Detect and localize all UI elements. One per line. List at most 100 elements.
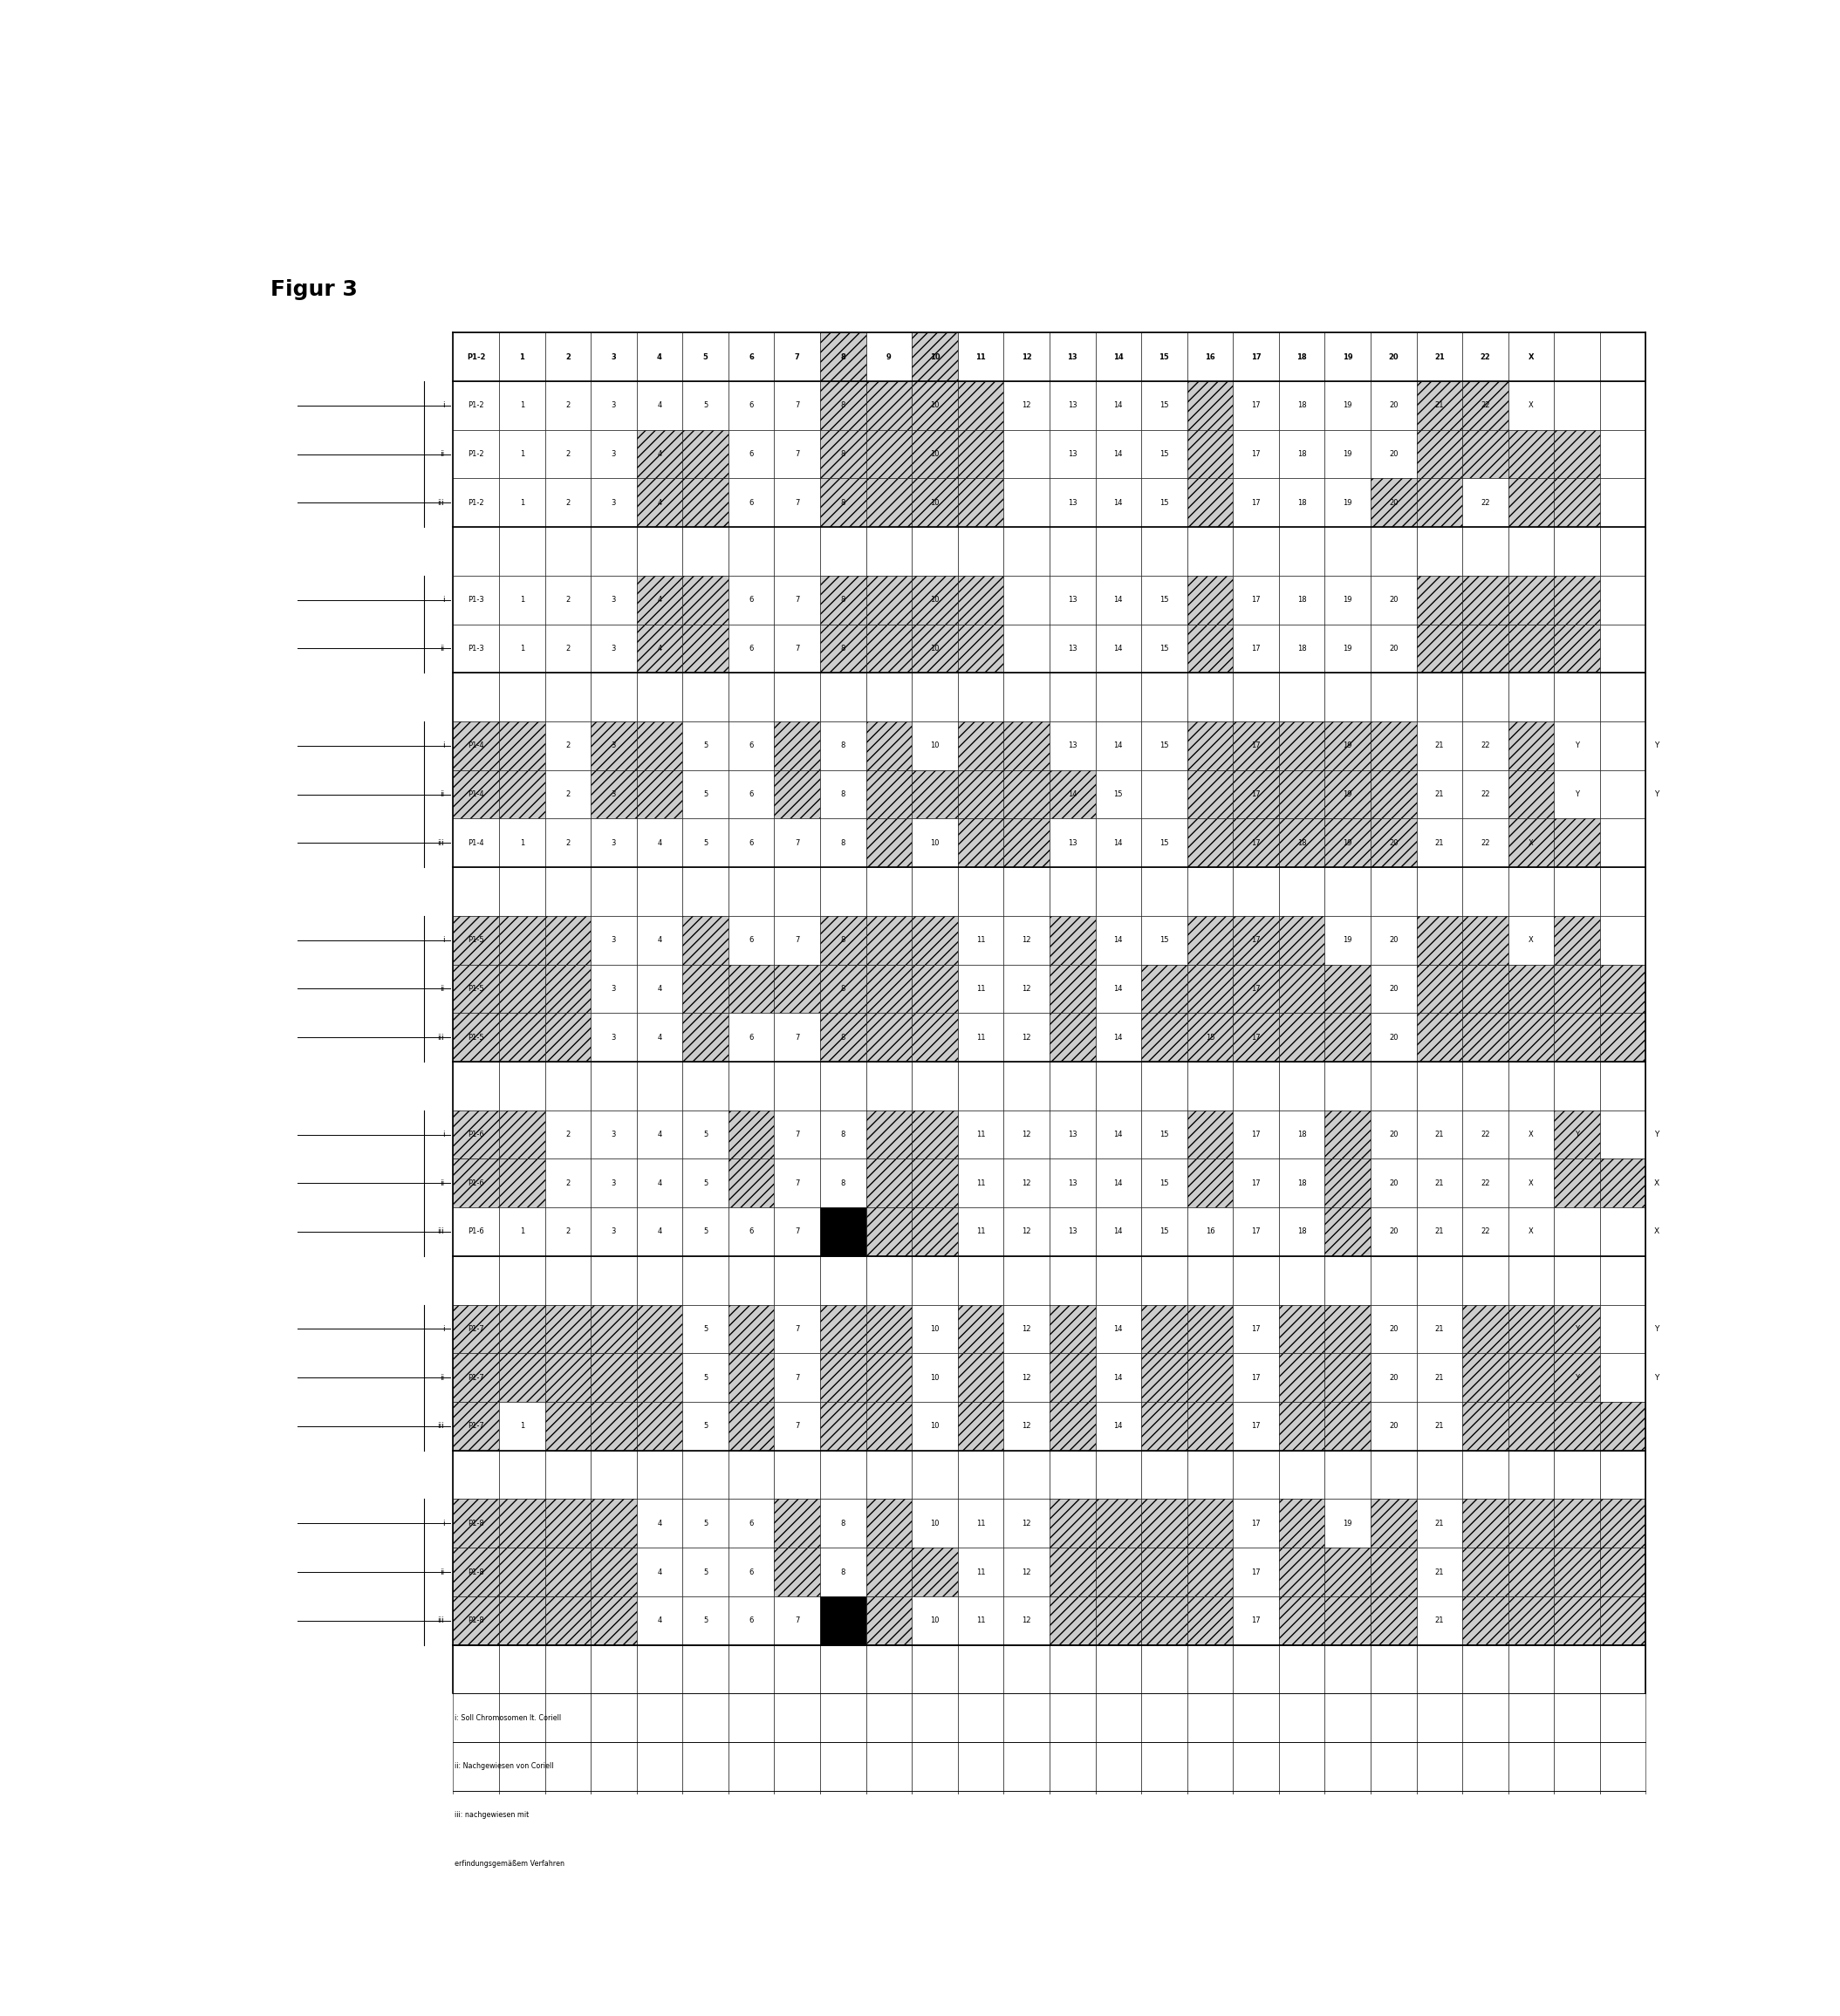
Text: 1: 1 [519, 401, 524, 409]
Bar [1049, 1401, 1095, 1450]
Text: 20: 20 [1389, 498, 1398, 506]
Text: 17: 17 [1251, 1520, 1260, 1528]
Bar [821, 964, 867, 1014]
Bar [499, 867, 545, 915]
Text: 4: 4 [657, 1520, 662, 1528]
Text: i: i [442, 401, 443, 409]
Bar [1095, 1256, 1141, 1304]
Bar [821, 1014, 867, 1062]
Text: 7: 7 [795, 645, 800, 653]
Bar [683, 1645, 729, 1693]
Bar [1325, 478, 1371, 526]
Text: 2: 2 [565, 353, 570, 361]
Bar [821, 1256, 867, 1304]
Bar [1279, 625, 1325, 673]
Bar [1095, 1597, 1141, 1645]
Bar [1049, 1353, 1095, 1401]
Bar [867, 1401, 913, 1450]
Text: 22: 22 [1479, 353, 1490, 361]
Text: 5: 5 [703, 1568, 708, 1577]
Text: 3: 3 [611, 450, 616, 458]
Text: iii: nachgewiesen mit: iii: nachgewiesen mit [454, 1810, 528, 1818]
Text: 15: 15 [1159, 935, 1168, 943]
Bar [1187, 1450, 1233, 1500]
Text: 13: 13 [1067, 597, 1076, 605]
Bar [1279, 1500, 1325, 1548]
Bar [1463, 1597, 1509, 1645]
Bar [1601, 1111, 1645, 1159]
Bar [453, 673, 499, 722]
Bar [1325, 770, 1371, 818]
Bar [1555, 1742, 1601, 1790]
Text: 3: 3 [611, 839, 616, 847]
Text: 19: 19 [1343, 839, 1352, 847]
Bar [637, 1401, 683, 1450]
Bar [637, 1790, 683, 1839]
Bar [637, 964, 683, 1014]
Bar [1049, 1111, 1095, 1159]
Bar [1095, 867, 1141, 915]
Bar [1049, 1839, 1095, 1887]
Bar [1279, 673, 1325, 722]
Bar [1417, 1353, 1463, 1401]
Bar [913, 381, 959, 429]
Text: 21: 21 [1435, 1520, 1444, 1528]
Bar [1555, 1304, 1601, 1353]
Text: Y: Y [1575, 1373, 1579, 1381]
Text: 10: 10 [931, 1520, 940, 1528]
Bar [683, 1597, 729, 1645]
Bar [1141, 1159, 1187, 1208]
Text: 10: 10 [931, 498, 940, 506]
Bar [1003, 1159, 1049, 1208]
Bar [1509, 577, 1555, 625]
Bar [1141, 915, 1187, 964]
Bar [729, 1548, 775, 1597]
Bar [959, 577, 1003, 625]
Bar [499, 1111, 545, 1159]
Text: 8: 8 [841, 742, 845, 750]
Bar [683, 1208, 729, 1256]
Bar [1555, 1014, 1601, 1062]
Bar [1141, 1111, 1187, 1159]
Text: 12: 12 [1021, 1228, 1030, 1236]
Bar [1463, 1790, 1509, 1839]
Bar [683, 625, 729, 673]
Bar [1049, 818, 1095, 867]
Bar [591, 526, 637, 577]
Text: 14: 14 [1113, 1179, 1122, 1187]
Bar [591, 1062, 637, 1111]
Bar [1509, 526, 1555, 577]
Bar [1325, 1111, 1371, 1159]
Text: 2: 2 [565, 1228, 570, 1236]
Bar [683, 381, 729, 429]
Bar [453, 577, 499, 625]
Text: 19: 19 [1343, 597, 1352, 605]
Bar [1141, 1500, 1187, 1548]
Bar [1325, 1401, 1371, 1450]
Bar [1141, 1062, 1187, 1111]
Text: 4: 4 [657, 1179, 662, 1187]
Bar [1509, 1450, 1555, 1500]
Bar [913, 1693, 959, 1742]
Text: 6: 6 [749, 935, 754, 943]
Bar [1601, 1450, 1645, 1500]
Bar [775, 1111, 821, 1159]
Bar [545, 577, 591, 625]
Bar [959, 1304, 1003, 1353]
Bar [867, 577, 913, 625]
Bar [821, 333, 867, 381]
Text: 13: 13 [1067, 1228, 1076, 1236]
Text: ii: Nachgewiesen von Coriell: ii: Nachgewiesen von Coriell [454, 1762, 554, 1770]
Bar [453, 1500, 499, 1548]
Bar [545, 1159, 591, 1208]
Bar [1187, 770, 1233, 818]
Text: P1-3: P1-3 [467, 645, 484, 653]
Bar [1233, 381, 1279, 429]
Bar [453, 429, 499, 478]
Bar [1463, 1742, 1509, 1790]
Bar [1279, 1256, 1325, 1304]
Bar [1279, 478, 1325, 526]
Bar [1095, 1645, 1141, 1693]
Bar [913, 964, 959, 1014]
Bar [867, 867, 913, 915]
